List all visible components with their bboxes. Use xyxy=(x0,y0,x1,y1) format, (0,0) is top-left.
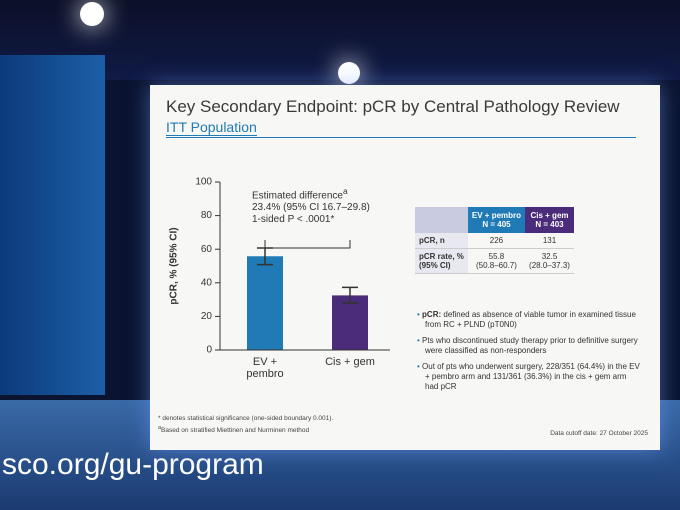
chart: 0 20 40 60 80 100 pCR, % (95% CI) xyxy=(169,177,390,356)
bullet-dot: • xyxy=(417,362,423,371)
y-tick-label: 80 xyxy=(201,210,213,221)
y-tick-label: 0 xyxy=(206,345,212,356)
table-cell: pCR rate, % (95% CI) xyxy=(415,248,468,274)
table-row: pCR rate, % (95% CI) 55.8 (50.8–60.7) 32.5 (2… xyxy=(415,248,574,274)
bullet: • pCR: defined as absence of viable tumo… xyxy=(415,310,640,330)
bullet-dot: • xyxy=(417,336,423,345)
cell-line: pCR rate, % xyxy=(419,252,464,261)
slide-title: Key Secondary Endpoint: pCR by Central P… xyxy=(166,97,620,116)
column-n: N = 405 xyxy=(482,220,511,229)
table-cell: 32.5 (28.0–37.3) xyxy=(525,248,574,274)
y-tick-label: 20 xyxy=(201,311,213,322)
bullet-dot: • xyxy=(417,310,423,319)
annotation-text: Estimated difference xyxy=(252,190,343,202)
bullet-text: Out of pts who underwent surgery, 228/35… xyxy=(422,362,640,391)
bullet-text: Pts who discontinued study therapy prior… xyxy=(422,336,638,355)
bullet-text: defined as absence of viable tumor in ex… xyxy=(425,310,636,329)
annotation: Estimated differencea 23.4% (95% CI 16.7… xyxy=(252,185,370,226)
bullet: • Pts who discontinued study therapy pri… xyxy=(415,336,640,356)
annotation-line: Estimated differencea xyxy=(252,185,370,202)
error-bar xyxy=(342,286,358,304)
table-row: pCR, n 226 131 xyxy=(415,233,574,249)
bullets: • pCR: defined as absence of viable tumo… xyxy=(415,310,640,398)
column-name: EV + pembro xyxy=(471,211,522,220)
cutoff-date: Data cutoff date: 27 October 2025 xyxy=(550,430,648,437)
table-header-row: EV + pembro N = 405 Cis + gem N = 403 xyxy=(415,207,574,233)
table-corner xyxy=(415,207,468,233)
y-tick-label: 60 xyxy=(201,244,213,255)
column-n: N = 403 xyxy=(535,220,564,229)
stage-light xyxy=(80,2,104,26)
y-axis-label: pCR, % (95% CI) xyxy=(169,227,180,304)
annotation-sup: a xyxy=(342,186,348,196)
significance-bracket xyxy=(264,240,351,249)
bullet-bold: pCR: xyxy=(422,310,442,319)
column-name: Cis + gem xyxy=(530,211,569,220)
table-header: EV + pembro N = 405 xyxy=(467,207,526,233)
bar xyxy=(332,295,368,350)
bar xyxy=(247,256,283,350)
banner-url: sco.org/gu-program xyxy=(2,448,264,481)
footnote-sup: a xyxy=(158,425,162,431)
cell-line: (95% CI) xyxy=(419,261,451,270)
y-tick-label: 100 xyxy=(195,177,212,188)
slide-subtitle: ITT Population xyxy=(166,119,257,136)
table-cell: 55.8 (50.8–60.7) xyxy=(467,248,526,274)
slide: Key Secondary Endpoint: pCR by Central P… xyxy=(150,85,660,450)
x-tick-label: EV + pembro xyxy=(246,356,284,380)
table-header: Cis + gem N = 403 xyxy=(525,207,574,233)
bullet: • Out of pts who underwent surgery, 228/… xyxy=(415,362,640,392)
table-box: EV + pembro N = 405 Cis + gem N = 403 pCR, n… xyxy=(415,207,574,274)
error-bar xyxy=(257,247,273,266)
table-cell: pCR, n xyxy=(415,233,468,249)
stage-light xyxy=(338,62,360,84)
table-cell: 226 xyxy=(467,233,526,249)
cell-line: 131 xyxy=(542,236,557,245)
x-tick-label: Cis + gem xyxy=(325,356,375,368)
annotation-line: 23.4% (95% CI 16.7–29.8) xyxy=(252,202,370,214)
cell-line: (28.0–37.3) xyxy=(529,261,570,270)
results-table: EV + pembro N = 405 Cis + gem N = 403 pCR, n… xyxy=(415,207,574,274)
title-rule xyxy=(166,137,636,138)
table-cell: 131 xyxy=(525,233,574,249)
cell-line: 32.5 xyxy=(541,252,558,261)
footnote: aBased on stratified Miettinen and Nurmi… xyxy=(158,425,309,434)
y-tick-label: 40 xyxy=(201,277,213,288)
cell-line: (50.8–60.7) xyxy=(476,261,517,270)
cell-line: 226 xyxy=(489,236,504,245)
footnote: * denotes statistical significance (one-… xyxy=(158,415,334,422)
cell-line: 55.8 xyxy=(488,252,505,261)
cell-line: pCR, n xyxy=(419,236,445,245)
side-panel xyxy=(0,55,105,395)
footnote-text: Based on stratified Miettinen and Nurmin… xyxy=(161,427,310,435)
annotation-line: 1-sided P < .0001* xyxy=(252,214,335,226)
